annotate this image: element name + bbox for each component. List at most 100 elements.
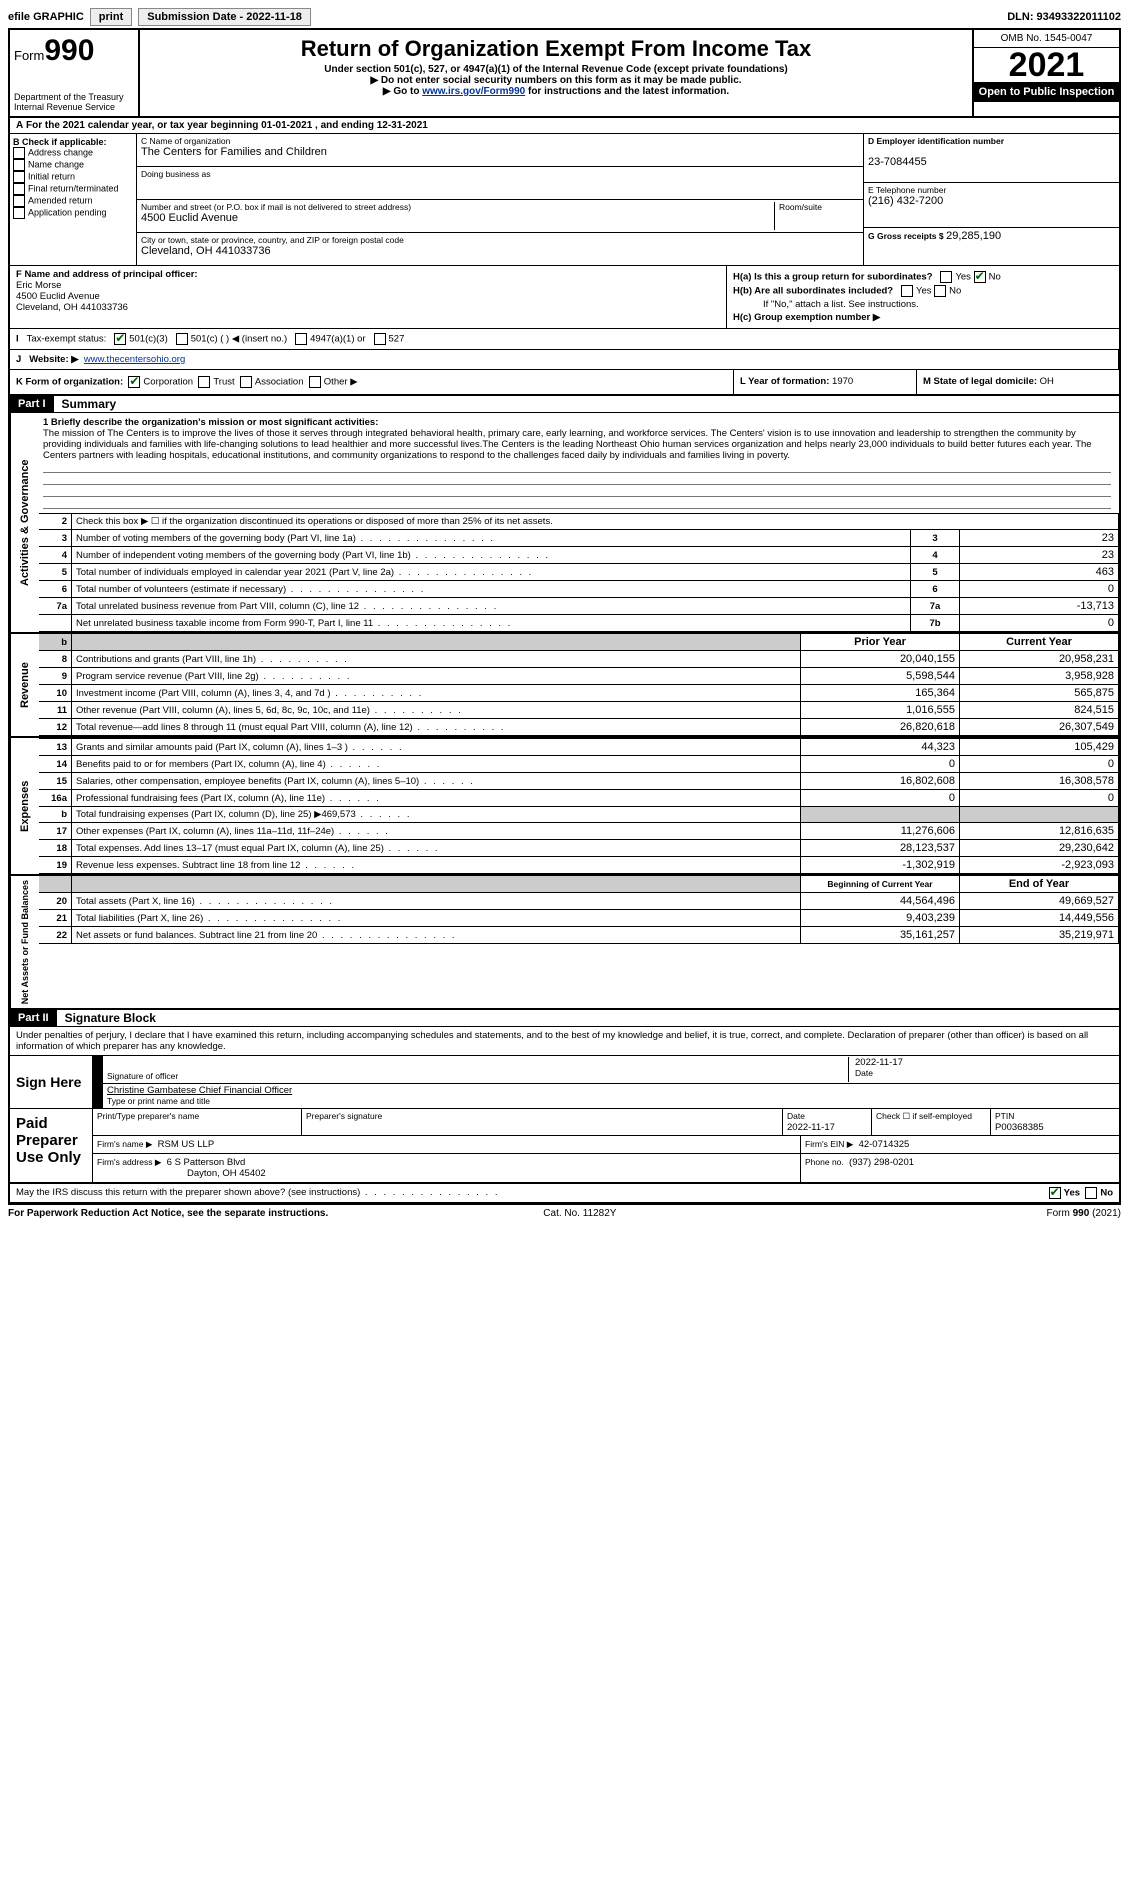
netassets-table: Beginning of Current Year End of Year 20… [39,876,1119,944]
checkbox-corp[interactable] [128,376,140,388]
dept-treasury: Department of the Treasury [14,92,134,102]
checkbox-4947[interactable] [295,333,307,345]
website-link[interactable]: www.thecentersohio.org [84,354,185,365]
table-row: 22Net assets or fund balances. Subtract … [39,927,1119,944]
room-label: Room/suite [779,202,822,212]
opt-app-pending: Application pending [28,207,107,217]
table-row: 12Total revenue—add lines 8 through 11 (… [39,719,1119,736]
c-addr-row: Number and street (or P.O. box if mail i… [137,200,863,233]
vlabel-revenue: Revenue [10,634,39,736]
i-label: Tax-exempt status: [27,334,107,345]
checkbox-discuss-yes[interactable] [1049,1187,1061,1199]
header-sub3: ▶ Go to www.irs.gov/Form990 for instruct… [146,86,966,97]
table-row: 14Benefits paid to or for members (Part … [39,756,1119,773]
checkbox-ha-yes[interactable] [940,271,952,283]
opt-527: 527 [389,334,405,345]
gross-value: 29,285,190 [946,230,1001,242]
prep-name-label: Print/Type preparer's name [97,1111,199,1121]
checkbox-trust[interactable] [198,376,210,388]
opt-amended: Amended return [28,195,93,205]
print-button[interactable]: print [90,8,132,26]
opt-name-change: Name change [28,159,84,169]
org-name: The Centers for Families and Children [141,146,327,158]
top-bar: efile GRAPHIC print Submission Date - 20… [8,8,1121,28]
ein-value: 23-7084455 [868,156,927,168]
type-name-label: Type or print name and title [107,1096,210,1106]
part1-label: Part I [10,396,54,412]
submission-date-button[interactable]: Submission Date - 2022-11-18 [138,8,311,26]
checkbox-ha-no[interactable] [974,271,986,283]
header-right: OMB No. 1545-0047 2021 Open to Public In… [972,30,1119,116]
begin-year-header: Beginning of Current Year [801,876,960,893]
section-expenses: Expenses 13Grants and similar amounts pa… [10,738,1119,876]
blank-line [43,461,1111,473]
expenses-table: 13Grants and similar amounts paid (Part … [39,738,1119,874]
m-label: M State of legal domicile: [923,376,1037,387]
table-row: 21Total liabilities (Part X, line 26)9,4… [39,910,1119,927]
year-formation: 1970 [832,376,853,387]
form-header: Form990 Department of the Treasury Inter… [10,30,1119,118]
sign-here-block: Sign Here Signature of officer 2022-11-1… [10,1056,1119,1184]
gross-label: G Gross receipts $ [868,231,944,241]
firm-addr1: 6 S Patterson Blvd [167,1157,246,1168]
form-word: Form [14,48,44,63]
dba-label: Doing business as [141,169,210,179]
row-a-calendar-year: A For the 2021 calendar year, or tax yea… [10,118,1119,134]
e-row: E Telephone number (216) 432-7200 [864,183,1119,228]
section-fh: F Name and address of principal officer:… [10,266,1119,329]
firm-addr2: Dayton, OH 45402 [97,1168,796,1179]
part2-header: Part II Signature Block [10,1010,1119,1027]
opt-initial-return: Initial return [28,171,75,181]
table-row: Net unrelated business taxable income fr… [39,615,1119,632]
checkbox-name-change[interactable] [13,159,25,171]
mission-lead: 1 Briefly describe the organization's mi… [43,417,378,428]
table-row: 17Other expenses (Part IX, column (A), l… [39,823,1119,840]
c-dba-row: Doing business as [137,167,863,200]
table-row: 13Grants and similar amounts paid (Part … [39,739,1119,756]
blank-line [43,497,1111,509]
irs-form990-link[interactable]: www.irs.gov/Form990 [422,86,525,97]
table-row: 5Total number of individuals employed in… [39,564,1119,581]
sub3-post: for instructions and the latest informat… [525,86,729,97]
footer-left: For Paperwork Reduction Act Notice, see … [8,1208,328,1219]
sign-here-label: Sign Here [10,1056,93,1108]
hb-note: If "No," attach a list. See instructions… [733,299,1113,310]
row-j: J Website: ▶ www.thecentersohio.org [10,350,1119,370]
checkbox-hb-no[interactable] [934,285,946,297]
f-block: F Name and address of principal officer:… [10,266,727,328]
header-sub2: ▶ Do not enter social security numbers o… [146,75,966,86]
firm-name-label: Firm's name ▶ [97,1139,152,1149]
tax-year: 2021 [974,48,1119,82]
checkbox-527[interactable] [374,333,386,345]
j-label: Website: ▶ [29,354,78,365]
checkbox-final-return[interactable] [13,183,25,195]
checkbox-other[interactable] [309,376,321,388]
header-sub1: Under section 501(c), 527, or 4947(a)(1)… [146,64,966,75]
row-i: I Tax-exempt status: 501(c)(3) 501(c) ( … [10,329,1119,350]
checkbox-discuss-no[interactable] [1085,1187,1097,1199]
section-revenue: Revenue b Prior Year Current Year 8Contr… [10,634,1119,738]
checkbox-amended[interactable] [13,195,25,207]
vlabel-governance: Activities & Governance [10,413,39,632]
checkbox-501c3[interactable] [114,333,126,345]
g-row: G Gross receipts $ 29,285,190 [864,228,1119,252]
checkbox-address-change[interactable] [13,147,25,159]
form-container: Form990 Department of the Treasury Inter… [8,28,1121,1205]
header-center: Return of Organization Exempt From Incom… [140,30,972,116]
mission-block: 1 Briefly describe the organization's mi… [39,413,1119,514]
blank-line [43,485,1111,497]
officer-printed-name: Christine Gambatese Chief Financial Offi… [107,1085,292,1096]
checkbox-app-pending[interactable] [13,207,25,219]
checkbox-assoc[interactable] [240,376,252,388]
form-990-number: 990 [44,34,94,67]
firm-ein-label: Firm's EIN ▶ [805,1139,853,1149]
ptin-label: PTIN [995,1111,1014,1121]
checkbox-501c[interactable] [176,333,188,345]
checkbox-hb-yes[interactable] [901,285,913,297]
checkbox-initial-return[interactable] [13,171,25,183]
vlabel-netassets: Net Assets or Fund Balances [10,876,39,1008]
ptin-value: P00368385 [995,1122,1044,1133]
section-governance: Activities & Governance 1 Briefly descri… [10,413,1119,634]
sign-arrow-icon [93,1056,103,1108]
ha-label: H(a) Is this a group return for subordin… [733,272,933,283]
